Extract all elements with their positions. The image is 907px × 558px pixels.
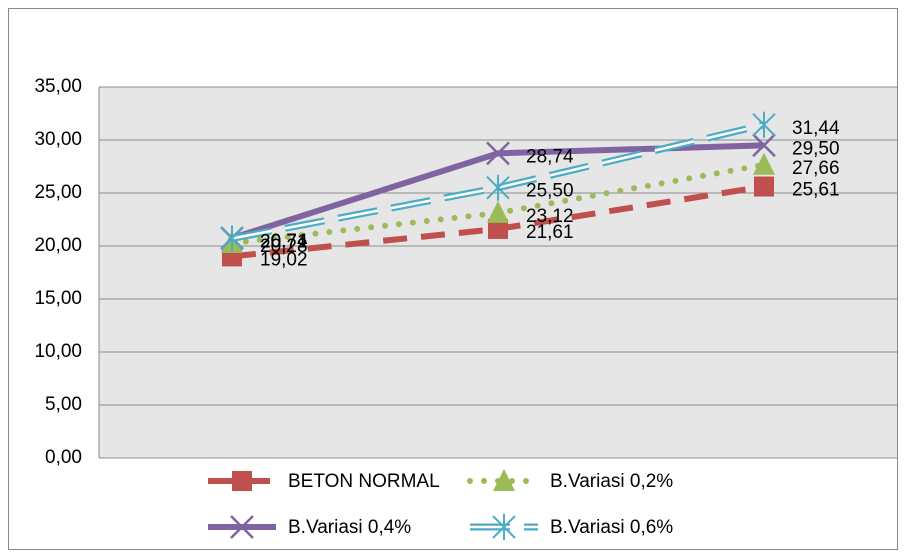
legend-label: B.Variasi 0,6%	[550, 517, 673, 538]
legend-label: B.Variasi 0,2%	[550, 471, 673, 492]
y-tick-label: 10,00	[34, 341, 82, 362]
legend-marker	[232, 471, 252, 491]
data-point	[486, 174, 510, 201]
value-label: 20,28	[260, 236, 308, 257]
value-label: 25,50	[526, 181, 574, 202]
value-label: 27,66	[792, 158, 840, 179]
value-label: 23,12	[526, 206, 574, 227]
legend-label: B.Variasi 0,4%	[288, 517, 411, 538]
data-point	[752, 133, 776, 158]
y-tick-label: 20,00	[34, 235, 82, 256]
value-label: 25,61	[792, 180, 840, 201]
value-label: 31,44	[792, 118, 840, 139]
value-label: 20,71	[260, 231, 308, 252]
y-tick-label: 35,00	[34, 76, 82, 97]
data-point	[752, 111, 776, 138]
value-label: 29,50	[792, 138, 840, 159]
value-label: 21,61	[526, 222, 574, 243]
data-point	[754, 176, 774, 197]
y-tick-label: 25,00	[34, 182, 82, 203]
data-point	[487, 200, 509, 223]
legend-marker	[492, 514, 516, 540]
data-point	[753, 152, 775, 175]
plot-area	[99, 87, 897, 458]
y-tick-label: 15,00	[34, 288, 82, 309]
data-point	[486, 141, 510, 166]
legend-marker	[230, 515, 254, 539]
legend-marker	[493, 469, 515, 491]
y-tick-label: 30,00	[34, 129, 82, 150]
y-tick-label: 5,00	[45, 394, 82, 415]
data-point	[220, 225, 244, 252]
y-tick-label: 0,00	[45, 447, 82, 468]
legend-label: BETON NORMAL	[288, 471, 440, 492]
value-label: 19,02	[260, 249, 308, 270]
value-label: 28,74	[526, 146, 574, 167]
data-point	[488, 218, 508, 239]
value-label: 20,74	[260, 231, 308, 252]
